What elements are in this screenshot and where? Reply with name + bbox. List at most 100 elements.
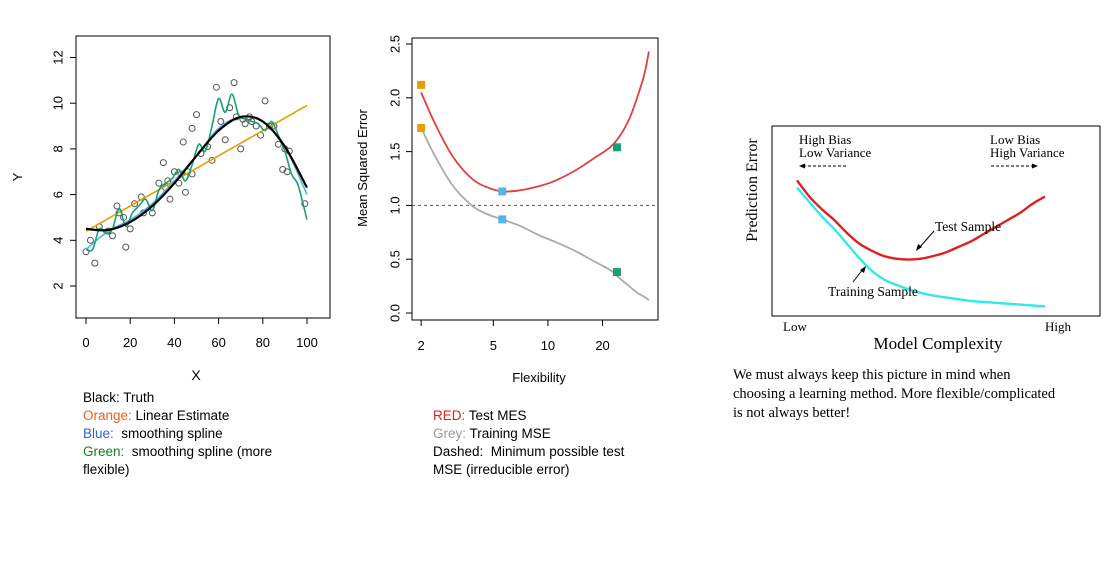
panel-fit: 0 20 40 60 80 100 2 4 6 8 10 12 X Y	[8, 26, 338, 386]
data-point	[237, 145, 245, 153]
square-marker	[612, 268, 621, 277]
x-tick-label: 20	[123, 335, 137, 350]
plot-frame	[771, 125, 1101, 317]
y-tick-label: 10	[50, 96, 65, 110]
legend-key: Orange:	[83, 408, 132, 423]
x-tick-label: 0	[82, 335, 89, 350]
training-sample-arrowhead	[860, 266, 866, 273]
fit-chart: 0 20 40 60 80 100 2 4 6 8 10 12 X Y	[8, 26, 338, 386]
annotation-high-variance: High Variance	[990, 145, 1065, 160]
legend-dashed-cont: MSE (irreducible error)	[433, 462, 570, 477]
series-truth-line	[85, 115, 308, 232]
legend-spline-flex: Green: smoothing spline (more	[83, 443, 343, 461]
legend-spline: Blue: smoothing spline	[83, 425, 343, 443]
series-test_sample-curve	[796, 179, 1046, 261]
data-point	[91, 259, 99, 267]
data-point	[241, 120, 249, 128]
panel-background	[350, 26, 668, 396]
data-point	[131, 200, 139, 208]
annotation-low-variance: Low Variance	[799, 145, 872, 160]
data-point	[217, 117, 225, 125]
y-tick-label: 2	[50, 282, 65, 289]
caption: We must always keep this picture in mind…	[733, 366, 1103, 423]
x-tick-label: 10	[541, 338, 555, 353]
data-point	[179, 138, 187, 146]
data-point	[159, 159, 167, 167]
caption-line: is not always better!	[733, 405, 851, 421]
square-marker	[612, 143, 621, 152]
x-axis-label: Flexibility	[512, 370, 566, 385]
legend-text: smoothing spline	[113, 426, 223, 441]
legend-train: Grey: Training MSE	[433, 425, 673, 443]
y-tick-label: 0.0	[387, 304, 402, 322]
x-axis-label: Model Complexity	[874, 334, 1003, 353]
y-axis-label: Mean Squared Error	[355, 108, 370, 226]
caption-line: choosing a learning method. More flexibl…	[733, 386, 1056, 402]
square-marker	[417, 80, 426, 89]
series-test_mse-line	[420, 51, 650, 193]
data-point	[126, 225, 134, 233]
caption-line: We must always keep this picture in mind…	[733, 367, 1011, 383]
y-axis-label: Prediction Error	[744, 138, 761, 242]
y-tick-label: 2.5	[387, 35, 402, 53]
legend-key: RED:	[433, 408, 466, 423]
x-tick-label: 40	[167, 335, 181, 350]
data-point	[301, 200, 309, 208]
panel-background	[8, 26, 338, 386]
data-point	[221, 136, 229, 144]
y-tick-label: 8	[50, 145, 65, 152]
data-point	[274, 140, 282, 148]
legend-test: RED: Test MES	[433, 407, 673, 425]
x-tick-high: High	[1045, 319, 1072, 334]
y-tick-label: 1.0	[387, 196, 402, 214]
training-sample-label: Training Sample	[828, 284, 918, 299]
y-tick-label: 6	[50, 191, 65, 198]
data-point	[212, 83, 220, 91]
test-sample-arrowhead	[916, 244, 922, 251]
plot-frame	[411, 37, 659, 321]
legend-key: Black:	[83, 390, 120, 405]
mse-chart: 2 5 10 20 0.0 0.5 1.0 1.5 2.0 2.5 Flexibility Mea…	[350, 26, 668, 396]
legend-key: Blue:	[83, 426, 114, 441]
legend-fit: Black: Truth Orange: Linear Estimate Blu…	[83, 389, 343, 479]
data-point	[122, 243, 130, 251]
data-point	[155, 179, 163, 187]
legend-key: Grey:	[433, 426, 467, 441]
panel-bias-variance: Prediction Error Low High Model Complexi…	[735, 118, 1105, 358]
x-axis-label: X	[191, 367, 201, 383]
data-point	[193, 111, 200, 119]
y-tick-label: 0.5	[387, 250, 402, 268]
data-point	[188, 124, 196, 132]
legend-spline-flex-cont: flexible)	[83, 462, 130, 477]
legend-text: Linear Estimate	[131, 408, 230, 423]
square-marker	[498, 187, 507, 196]
data-point	[230, 79, 238, 87]
square-marker	[417, 123, 426, 132]
x-tick-label: 80	[256, 335, 270, 350]
x-tick-low: Low	[783, 319, 807, 334]
data-point	[261, 97, 269, 105]
legend-dashed: Dashed: Minimum possible test	[433, 444, 625, 459]
y-tick-label: 4	[50, 237, 65, 244]
y-axis-label: Y	[10, 172, 25, 181]
legend-text: smoothing spline (more	[124, 444, 273, 459]
legend-text: Test MES	[465, 408, 527, 423]
plot-frame	[75, 35, 331, 319]
legend-text: Truth	[119, 390, 155, 405]
series-train_mse-line	[420, 127, 650, 301]
x-tick-label: 2	[418, 338, 425, 353]
data-point	[109, 232, 117, 240]
legend-text: Training MSE	[466, 426, 551, 441]
legend-mse: RED: Test MES Grey: Training MSE Dashed:…	[433, 407, 673, 479]
arrow-left-icon	[799, 163, 847, 169]
data-point	[181, 188, 189, 196]
legend-truth: Black: Truth	[83, 389, 343, 407]
test-sample-pointer	[918, 230, 935, 249]
annotation-low-bias: Low Bias	[990, 132, 1040, 147]
x-tick-label: 5	[490, 338, 497, 353]
annotation-high-bias: High Bias	[799, 132, 851, 147]
y-tick-label: 12	[50, 50, 65, 64]
training-sample-pointer	[852, 268, 864, 283]
y-tick-label: 1.5	[387, 143, 402, 161]
data-point	[166, 195, 174, 203]
